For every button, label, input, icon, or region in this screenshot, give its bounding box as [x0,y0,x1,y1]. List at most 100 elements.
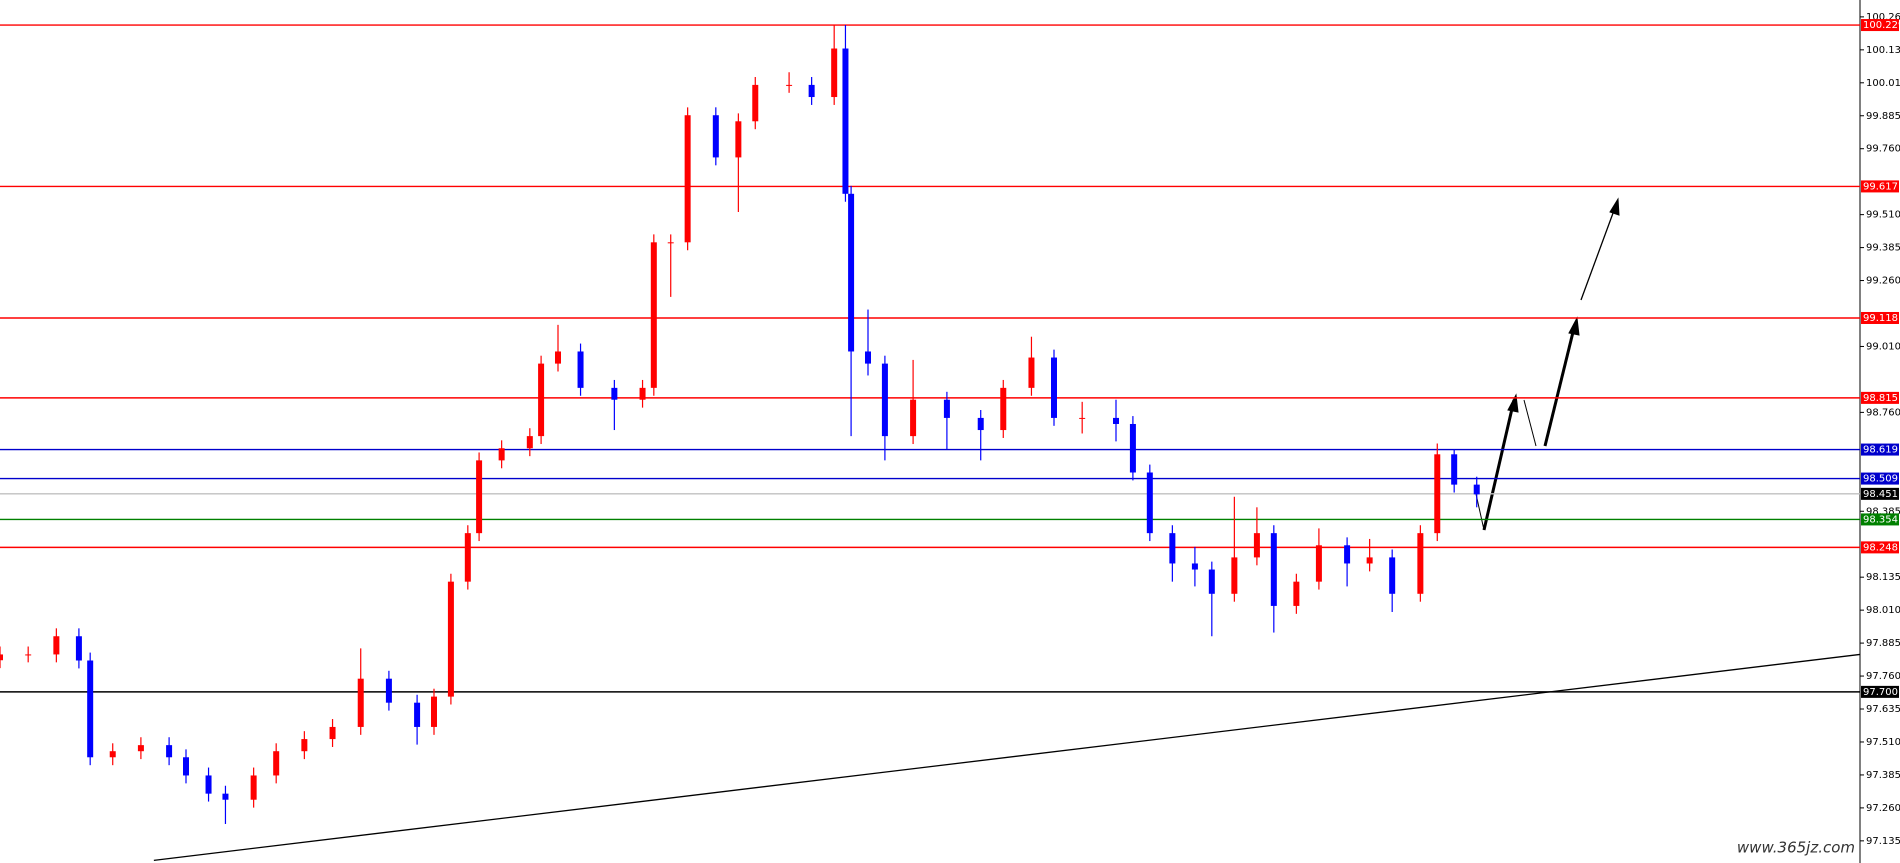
candle-body [329,726,336,740]
candle-body [831,48,838,98]
candle-body [1208,569,1215,594]
level-label: 99.617 [1863,181,1898,192]
candle-body [447,581,454,697]
candle-body [752,84,759,122]
candle-body [1270,533,1277,606]
candle-body [848,193,855,352]
arrow [1543,323,1577,447]
y-tick-label: 99.510 [1866,210,1900,221]
candle-body [1315,545,1322,582]
y-tick-label: 99.385 [1866,243,1900,254]
level-label-box [1861,513,1899,526]
candle-body [166,745,173,758]
candle-body [183,757,189,776]
candle-body [1051,357,1057,418]
y-tick-label: 99.885 [1866,111,1900,122]
arrow [1482,399,1516,531]
candle-body [498,448,505,461]
level-label-box [1861,180,1899,193]
candle-body [414,702,421,727]
candle-body [53,636,60,655]
candle-body [464,533,471,582]
level-label-box [1861,19,1899,32]
candle-body [910,399,917,437]
candle-body [357,678,364,727]
candle-body [977,417,984,431]
y-tick-label: 99.010 [1866,341,1900,352]
y-tick-label: 100.135 [1866,45,1900,56]
y-tick-label: 97.135 [1866,836,1900,847]
candle-body [385,678,392,703]
candle-body [842,48,849,194]
candle-body [538,363,545,437]
level-label: 98.509 [1863,474,1898,485]
y-tick-label: 99.260 [1866,276,1900,287]
candle-body [431,696,437,727]
candle-body [75,636,82,661]
candle-body [1079,417,1086,419]
candle-body [476,460,483,534]
level-label-box [1861,487,1899,500]
y-tick-label: 98.760 [1866,407,1900,418]
candle-body [943,399,950,418]
candle-body [1293,581,1300,606]
candle-body [611,387,618,400]
y-tick-label: 97.760 [1866,671,1900,682]
candle-body [1231,557,1238,594]
y-tick-label: 97.385 [1866,770,1900,781]
level-label: 98.248 [1863,542,1898,553]
candle-body [735,121,742,158]
projection-line [1475,493,1485,531]
candle-body [555,351,561,364]
candle-body [1191,563,1198,570]
candle-body [87,660,94,758]
y-tick-label: 97.260 [1866,803,1900,814]
level-label-box [1861,391,1899,404]
candle-body [639,387,646,400]
candle-body [250,775,257,800]
candle-body [222,793,229,800]
trendline [153,653,1861,862]
candle-body [109,751,116,758]
y-tick-label: 99.760 [1866,144,1900,155]
y-tick-label: 100.010 [1866,78,1900,89]
arrowhead [1507,393,1519,413]
projection-line [1523,399,1537,447]
level-label-box [1861,685,1899,698]
y-tick-label: 98.010 [1866,605,1900,616]
candle-body [526,436,533,449]
candle-body [1146,472,1153,534]
y-tick-label: 97.885 [1866,638,1900,649]
arrowhead [1609,197,1620,216]
candle-body [0,654,3,661]
candle-body [881,363,888,437]
level-label-box [1861,541,1899,554]
level-label-box [1861,472,1899,485]
candle-body [786,84,793,86]
candle-body [1129,423,1136,473]
candle-body [667,242,674,244]
candle-body [1000,387,1007,431]
y-tick-label: 98.135 [1866,572,1900,583]
candle-body [1473,484,1480,495]
y-tick-label: 100.260 [1866,12,1900,23]
candle-body [712,115,719,158]
candle-body [1389,557,1396,594]
arrowhead [1568,316,1580,336]
analysis-arrows [1475,197,1620,531]
y-tick-label: 97.510 [1866,737,1900,748]
candle-body [1417,533,1424,594]
candle-body [1451,454,1458,485]
watermark: www.365jz.com [1737,839,1855,857]
candle-body [808,84,815,98]
candle-body [577,351,584,388]
y-tick-label: 98.385 [1866,506,1900,517]
candle-body [1434,454,1441,534]
level-label-box [1861,443,1899,456]
candle-body [137,745,144,752]
level-label: 98.619 [1863,445,1898,456]
candle-body [1169,533,1176,564]
candle-body [1253,533,1260,558]
